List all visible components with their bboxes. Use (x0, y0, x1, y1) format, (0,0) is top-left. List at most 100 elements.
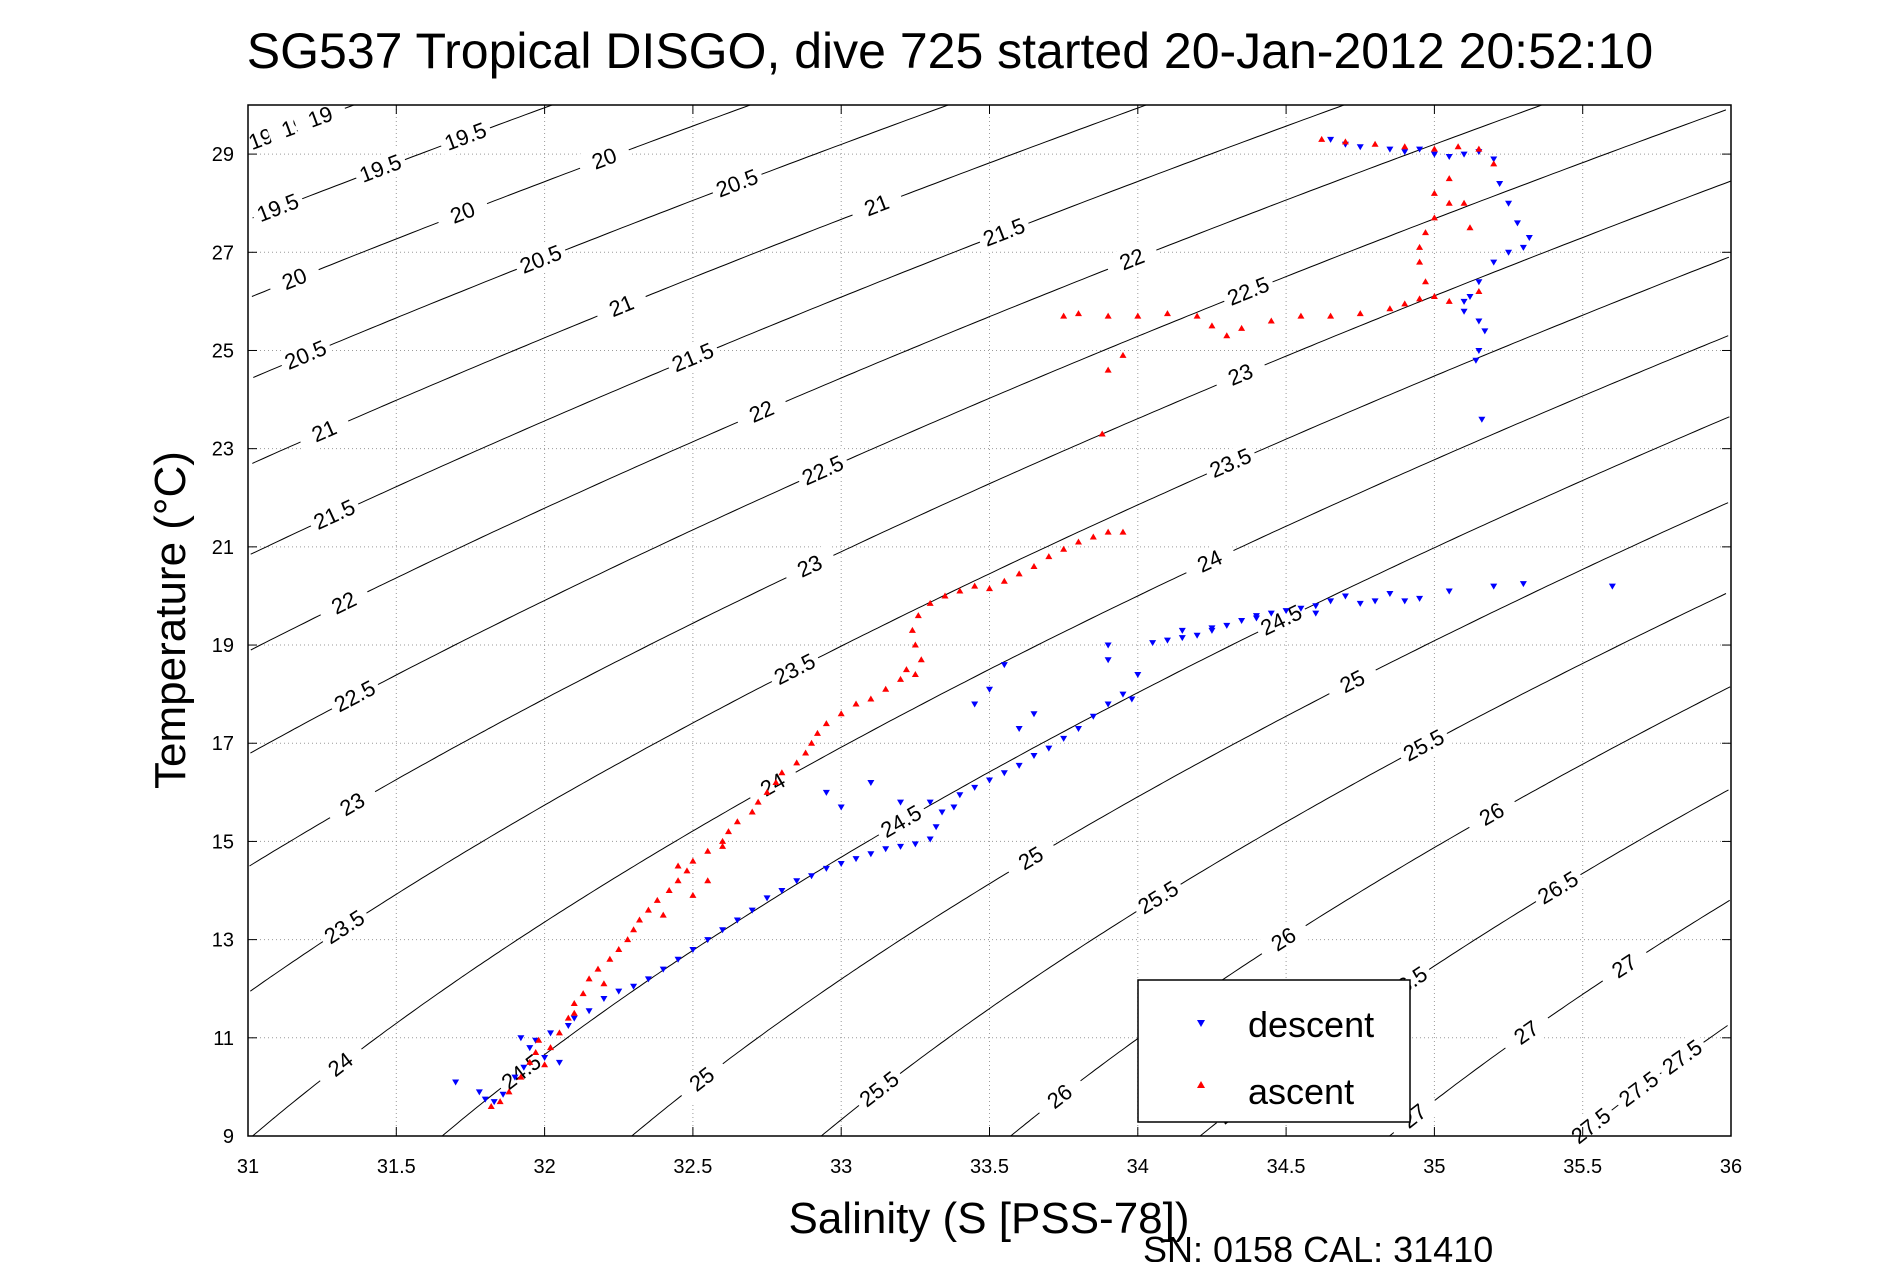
descent-point (837, 804, 845, 811)
descent-point (1519, 244, 1527, 251)
descent-point (1490, 583, 1498, 590)
ascent-point (1430, 214, 1438, 221)
ascent-point (1327, 312, 1335, 319)
ascent-point (1238, 324, 1246, 331)
ascent-point (1430, 292, 1438, 299)
descent-point (852, 856, 860, 863)
contour-label-mask (436, 115, 495, 159)
descent-point (1223, 622, 1231, 629)
descent-point (1104, 657, 1112, 664)
descent-point (1282, 608, 1290, 615)
ascent-point (1297, 312, 1305, 319)
contour-label-mask (793, 448, 852, 494)
ascent-point (1098, 430, 1106, 437)
descent-point (1505, 200, 1513, 207)
chart-title: SG537 Tropical DISGO, dive 725 started 2… (247, 23, 1653, 79)
descent-point (1104, 701, 1112, 708)
descent-point (1466, 293, 1474, 300)
contour-label-mask (1252, 597, 1311, 644)
x-tick-label: 36 (1720, 1156, 1742, 1178)
ascent-point (624, 936, 632, 943)
ascent-point (1445, 297, 1453, 304)
ascent-point (882, 685, 890, 692)
descent-point (822, 865, 830, 872)
x-tick-label: 35.5 (1563, 1156, 1602, 1178)
ascent-point (659, 911, 667, 918)
ascent-point (1089, 533, 1097, 540)
ascent-point (1356, 310, 1364, 317)
descent-point (1356, 144, 1364, 151)
contour-label-mask (847, 184, 906, 228)
descent-point (1505, 249, 1513, 256)
ascent-point (778, 769, 786, 776)
x-tick-label: 35 (1423, 1156, 1445, 1178)
contour-label-mask (663, 335, 722, 380)
ascent-point (917, 656, 925, 663)
contour-label-mask (1180, 538, 1239, 585)
density-contour-line (820, 593, 1727, 1137)
descent-point (1430, 151, 1438, 158)
descent-point (520, 1064, 528, 1071)
ascent-point (1416, 243, 1424, 250)
descent-point (526, 1045, 534, 1052)
descent-point (1519, 581, 1527, 588)
contour-label-mask (1103, 238, 1162, 282)
density-contour-line (250, 104, 1345, 555)
descent-point (1134, 672, 1142, 679)
ascent-point (1000, 577, 1008, 584)
descent-point (1460, 151, 1468, 158)
density-contour-line (631, 502, 1729, 1137)
y-tick-label: 29 (212, 144, 234, 166)
descent-point (986, 686, 993, 693)
ascent-point (1104, 366, 1112, 373)
ascent-point (665, 887, 673, 894)
ascent-point (719, 837, 727, 844)
legend: descent ascent (1137, 979, 1411, 1123)
descent-point (1060, 735, 1068, 742)
density-contour-line (250, 109, 1727, 754)
legend-descent-label: descent (1248, 1004, 1374, 1045)
descent-point (808, 873, 816, 880)
ascent-point (1401, 300, 1409, 307)
ascent-point (487, 1103, 495, 1110)
descent-point (1000, 770, 1008, 777)
ascent-point (1490, 160, 1498, 167)
y-tick-label: 15 (212, 831, 234, 853)
descent-point (1386, 590, 1394, 597)
ascent-point (1193, 312, 1201, 319)
x-tick-label: 31 (237, 1156, 259, 1178)
ascent-point (793, 759, 801, 766)
y-axis-label: Temperature (°C) (146, 451, 195, 789)
descent-point (733, 917, 741, 924)
legend-ascent-label: ascent (1248, 1071, 1354, 1112)
descent-point (1475, 347, 1483, 354)
density-contour-labels: 19 191919.519.519.520202020.520.520.52121… (232, 96, 1712, 1153)
ascent-point (547, 1044, 555, 1051)
ascent-point (689, 891, 697, 898)
descent-point (615, 988, 623, 995)
contour-label-mask (1323, 658, 1382, 706)
ascent-point (719, 842, 727, 849)
ascent-point (1445, 175, 1453, 182)
contour-label-mask (673, 1053, 731, 1106)
density-contour-line (249, 180, 1731, 867)
ascent-point (1401, 143, 1409, 150)
ascent-point (505, 1088, 513, 1095)
ascent-point (1074, 538, 1082, 545)
descent-point (1513, 220, 1521, 227)
ascent-point (1163, 310, 1171, 317)
contour-label-mask (314, 580, 374, 627)
ascent-point (496, 1098, 504, 1105)
descent-point (822, 789, 830, 796)
ascent-point (754, 798, 762, 805)
x-tick-label: 32.5 (673, 1156, 712, 1178)
ascent-point (630, 926, 638, 933)
descent-point (971, 701, 979, 708)
ascent-point (532, 1049, 540, 1056)
ascent-point (748, 808, 756, 815)
ascent-point (808, 739, 816, 746)
contour-label-mask (708, 162, 767, 205)
descent-point (689, 946, 697, 953)
density-contour-line (1010, 686, 1731, 1137)
